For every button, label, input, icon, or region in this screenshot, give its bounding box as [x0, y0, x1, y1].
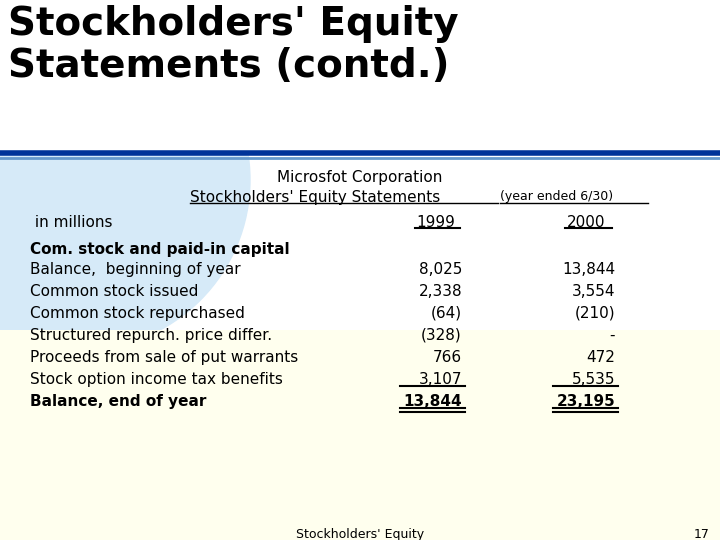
Text: 472: 472 — [586, 350, 615, 365]
Text: 2000: 2000 — [567, 215, 605, 230]
Text: Balance,  beginning of year: Balance, beginning of year — [30, 262, 240, 277]
Text: Stockholders' Equity Statements: Stockholders' Equity Statements — [190, 190, 440, 205]
Text: Common stock repurchased: Common stock repurchased — [30, 306, 245, 321]
Text: 17: 17 — [694, 528, 710, 540]
Text: 5,535: 5,535 — [572, 372, 615, 387]
Text: (210): (210) — [575, 306, 615, 321]
Text: (328): (328) — [421, 328, 462, 343]
Text: Stockholders' Equity
Statements (contd.): Stockholders' Equity Statements (contd.) — [8, 5, 459, 85]
FancyBboxPatch shape — [0, 0, 720, 155]
FancyBboxPatch shape — [0, 330, 720, 540]
Text: 8,025: 8,025 — [418, 262, 462, 277]
Text: Common stock issued: Common stock issued — [30, 284, 199, 299]
Text: 3,107: 3,107 — [418, 372, 462, 387]
Text: in millions: in millions — [30, 215, 112, 230]
Text: 13,844: 13,844 — [562, 262, 615, 277]
Text: (year ended 6/30): (year ended 6/30) — [500, 190, 613, 203]
Text: Stock option income tax benefits: Stock option income tax benefits — [30, 372, 283, 387]
Circle shape — [0, 10, 250, 350]
Text: -: - — [610, 328, 615, 343]
Text: 1999: 1999 — [416, 215, 455, 230]
Text: Com. stock and paid-in capital: Com. stock and paid-in capital — [30, 242, 289, 257]
Text: Microsfot Corporation: Microsfot Corporation — [277, 170, 443, 185]
Text: Balance, end of year: Balance, end of year — [30, 394, 207, 409]
Text: Stockholders' Equity: Stockholders' Equity — [296, 528, 424, 540]
Text: 2,338: 2,338 — [418, 284, 462, 299]
Text: 3,554: 3,554 — [572, 284, 615, 299]
Text: 13,844: 13,844 — [403, 394, 462, 409]
Text: Structured repurch. price differ.: Structured repurch. price differ. — [30, 328, 272, 343]
Text: 766: 766 — [433, 350, 462, 365]
Text: 23,195: 23,195 — [557, 394, 615, 409]
Text: Proceeds from sale of put warrants: Proceeds from sale of put warrants — [30, 350, 298, 365]
Text: (64): (64) — [431, 306, 462, 321]
